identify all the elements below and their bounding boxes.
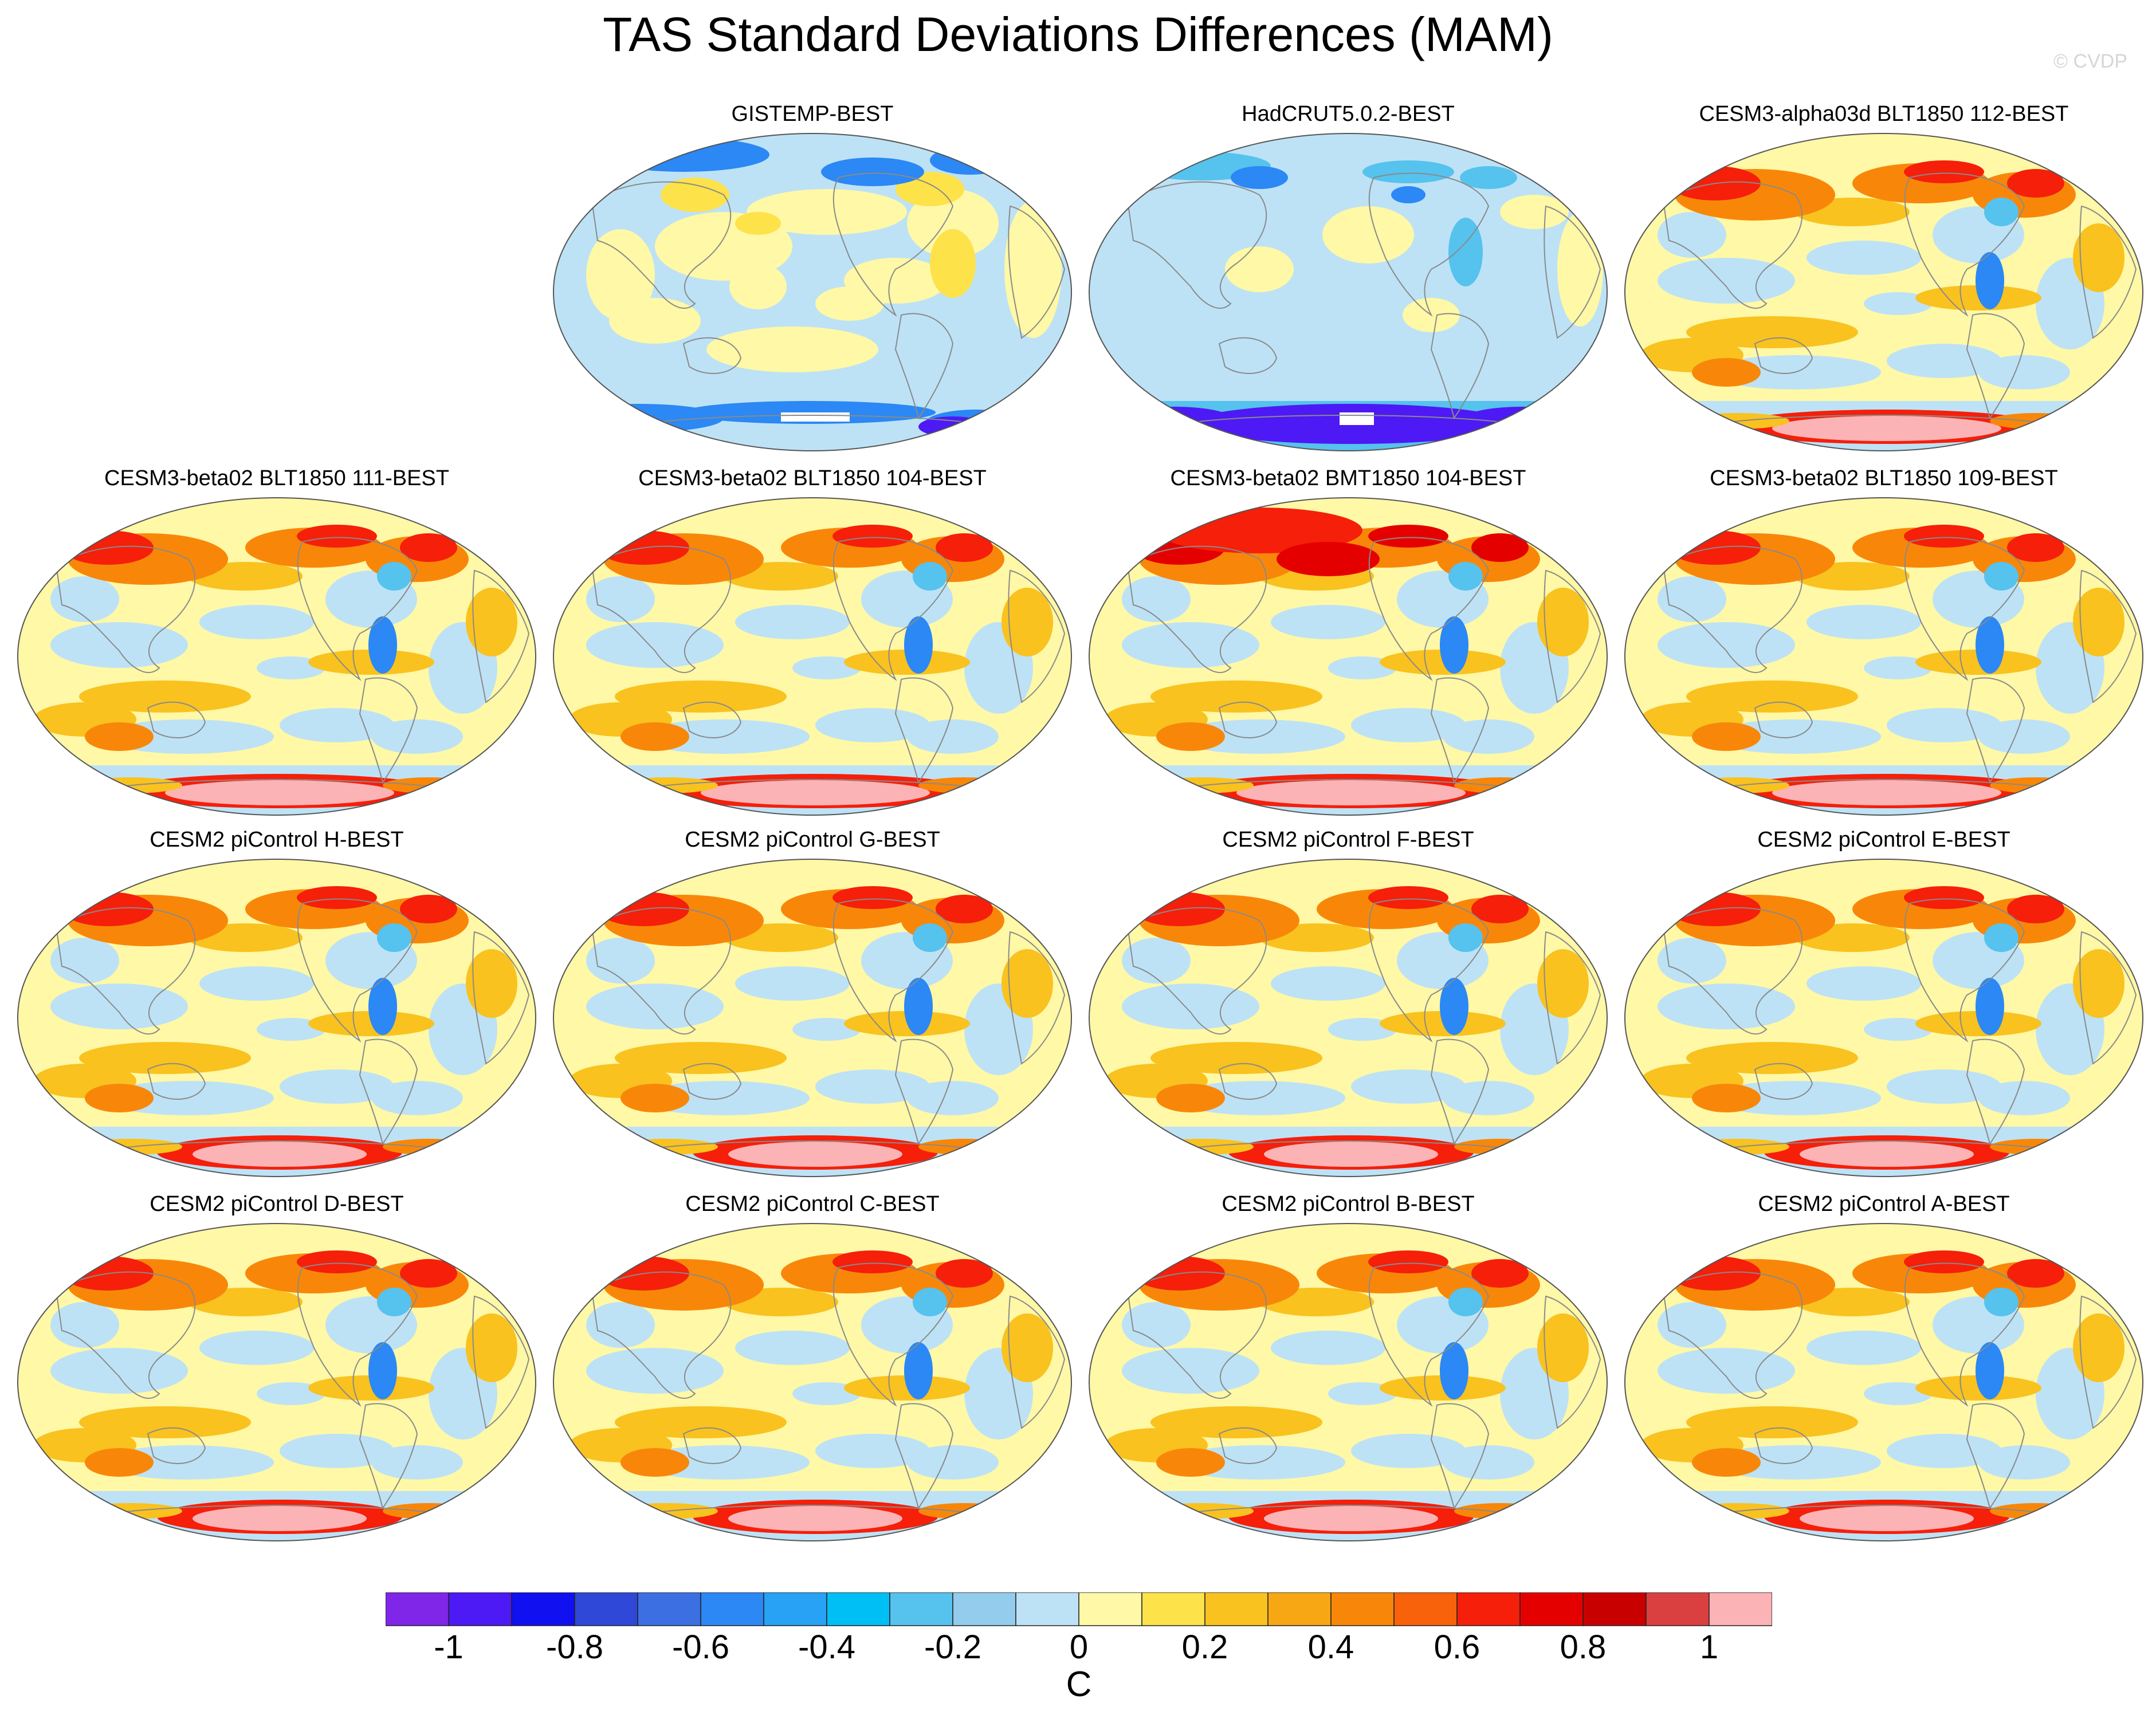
- colorbar-swatch: [1141, 1592, 1205, 1626]
- panel-title: CESM2 piControl A-BEST: [1758, 1192, 2010, 1216]
- panel-title: CESM3-beta02 BLT1850 104-BEST: [638, 466, 987, 490]
- colorbar-swatch: [826, 1592, 890, 1626]
- colorbar-swatch: [1646, 1592, 1710, 1626]
- colorbar-swatch: [448, 1592, 512, 1626]
- panel-title: CESM2 piControl C-BEST: [685, 1192, 940, 1216]
- colorbar-tick-label: 1: [1699, 1629, 1719, 1666]
- projected-globe-map: [1089, 133, 1608, 451]
- projected-globe-map: [553, 859, 1072, 1177]
- panel-title: CESM2 piControl B-BEST: [1222, 1192, 1475, 1216]
- projected-globe-map: [1089, 859, 1608, 1177]
- colorbar-swatch: [1078, 1592, 1142, 1626]
- colorbar-swatches: [385, 1592, 1773, 1626]
- panel-title: CESM2 piControl E-BEST: [1757, 828, 2010, 852]
- colorbar-swatch: [1204, 1592, 1269, 1626]
- panel-title: GISTEMP-BEST: [731, 102, 894, 126]
- projected-globe-map: [1089, 497, 1608, 816]
- projected-globe-map: [1624, 1223, 2143, 1541]
- colorbar-swatch: [1709, 1592, 1773, 1626]
- colorbar-swatch: [1582, 1592, 1647, 1626]
- colorbar-swatch: [1519, 1592, 1584, 1626]
- colorbar-swatch: [763, 1592, 827, 1626]
- projected-globe-map: [553, 1223, 1072, 1541]
- colorbar-swatch: [952, 1592, 1016, 1626]
- colorbar-tick-label: -1: [434, 1629, 464, 1666]
- panel-title: CESM3-alpha03d BLT1850 112-BEST: [1699, 102, 2069, 126]
- projected-globe-map: [1089, 1223, 1608, 1541]
- colorbar-swatch: [1393, 1592, 1458, 1626]
- figure-title: TAS Standard Deviations Differences (MAM…: [603, 7, 1553, 61]
- colorbar: [385, 1592, 1773, 1630]
- colorbar-swatch: [700, 1592, 764, 1626]
- colorbar-tick-label: -0.4: [798, 1629, 855, 1666]
- colorbar-unit-label: C: [1066, 1665, 1092, 1704]
- cvdp-watermark: © CVDP: [2053, 50, 2127, 72]
- projected-globe-map: [17, 859, 536, 1177]
- colorbar-tick-label: -0.6: [672, 1629, 729, 1666]
- colorbar-swatch: [637, 1592, 701, 1626]
- colorbar-tick-label: -0.8: [546, 1629, 603, 1666]
- colorbar-swatch: [511, 1592, 575, 1626]
- colorbar-tick-label: 0.4: [1307, 1629, 1354, 1666]
- panel-title: HadCRUT5.0.2-BEST: [1242, 102, 1455, 126]
- colorbar-swatch: [385, 1592, 449, 1626]
- panel-title: CESM2 piControl D-BEST: [150, 1192, 404, 1216]
- colorbar-swatch: [889, 1592, 953, 1626]
- projected-globe-map: [553, 497, 1072, 816]
- panel-title: CESM3-beta02 BLT1850 109-BEST: [1710, 466, 2058, 490]
- colorbar-swatch: [1330, 1592, 1395, 1626]
- projected-globe-map: [1624, 859, 2143, 1177]
- colorbar-tick-label: 0.8: [1560, 1629, 1607, 1666]
- projected-globe-map: [553, 133, 1072, 451]
- colorbar-swatch: [1015, 1592, 1079, 1626]
- panel-title: CESM2 piControl G-BEST: [685, 828, 940, 852]
- colorbar-tick-label: 0.6: [1434, 1629, 1480, 1666]
- projected-globe-map: [1624, 497, 2143, 816]
- projected-globe-map: [17, 1223, 536, 1541]
- colorbar-tick-label: -0.2: [924, 1629, 981, 1666]
- projected-globe-map: [17, 497, 536, 816]
- panel-title: CESM2 piControl H-BEST: [150, 828, 404, 852]
- panel-title: CESM3-beta02 BMT1850 104-BEST: [1170, 466, 1526, 490]
- projected-globe-map: [1624, 133, 2143, 451]
- colorbar-swatch: [574, 1592, 638, 1626]
- panel-title: CESM2 piControl F-BEST: [1222, 828, 1474, 852]
- colorbar-swatch: [1267, 1592, 1332, 1626]
- panel-title: CESM3-beta02 BLT1850 111-BEST: [104, 466, 449, 490]
- colorbar-tick-label: 0.2: [1181, 1629, 1228, 1666]
- colorbar-tick-label: 0: [1069, 1629, 1089, 1666]
- colorbar-swatch: [1456, 1592, 1521, 1626]
